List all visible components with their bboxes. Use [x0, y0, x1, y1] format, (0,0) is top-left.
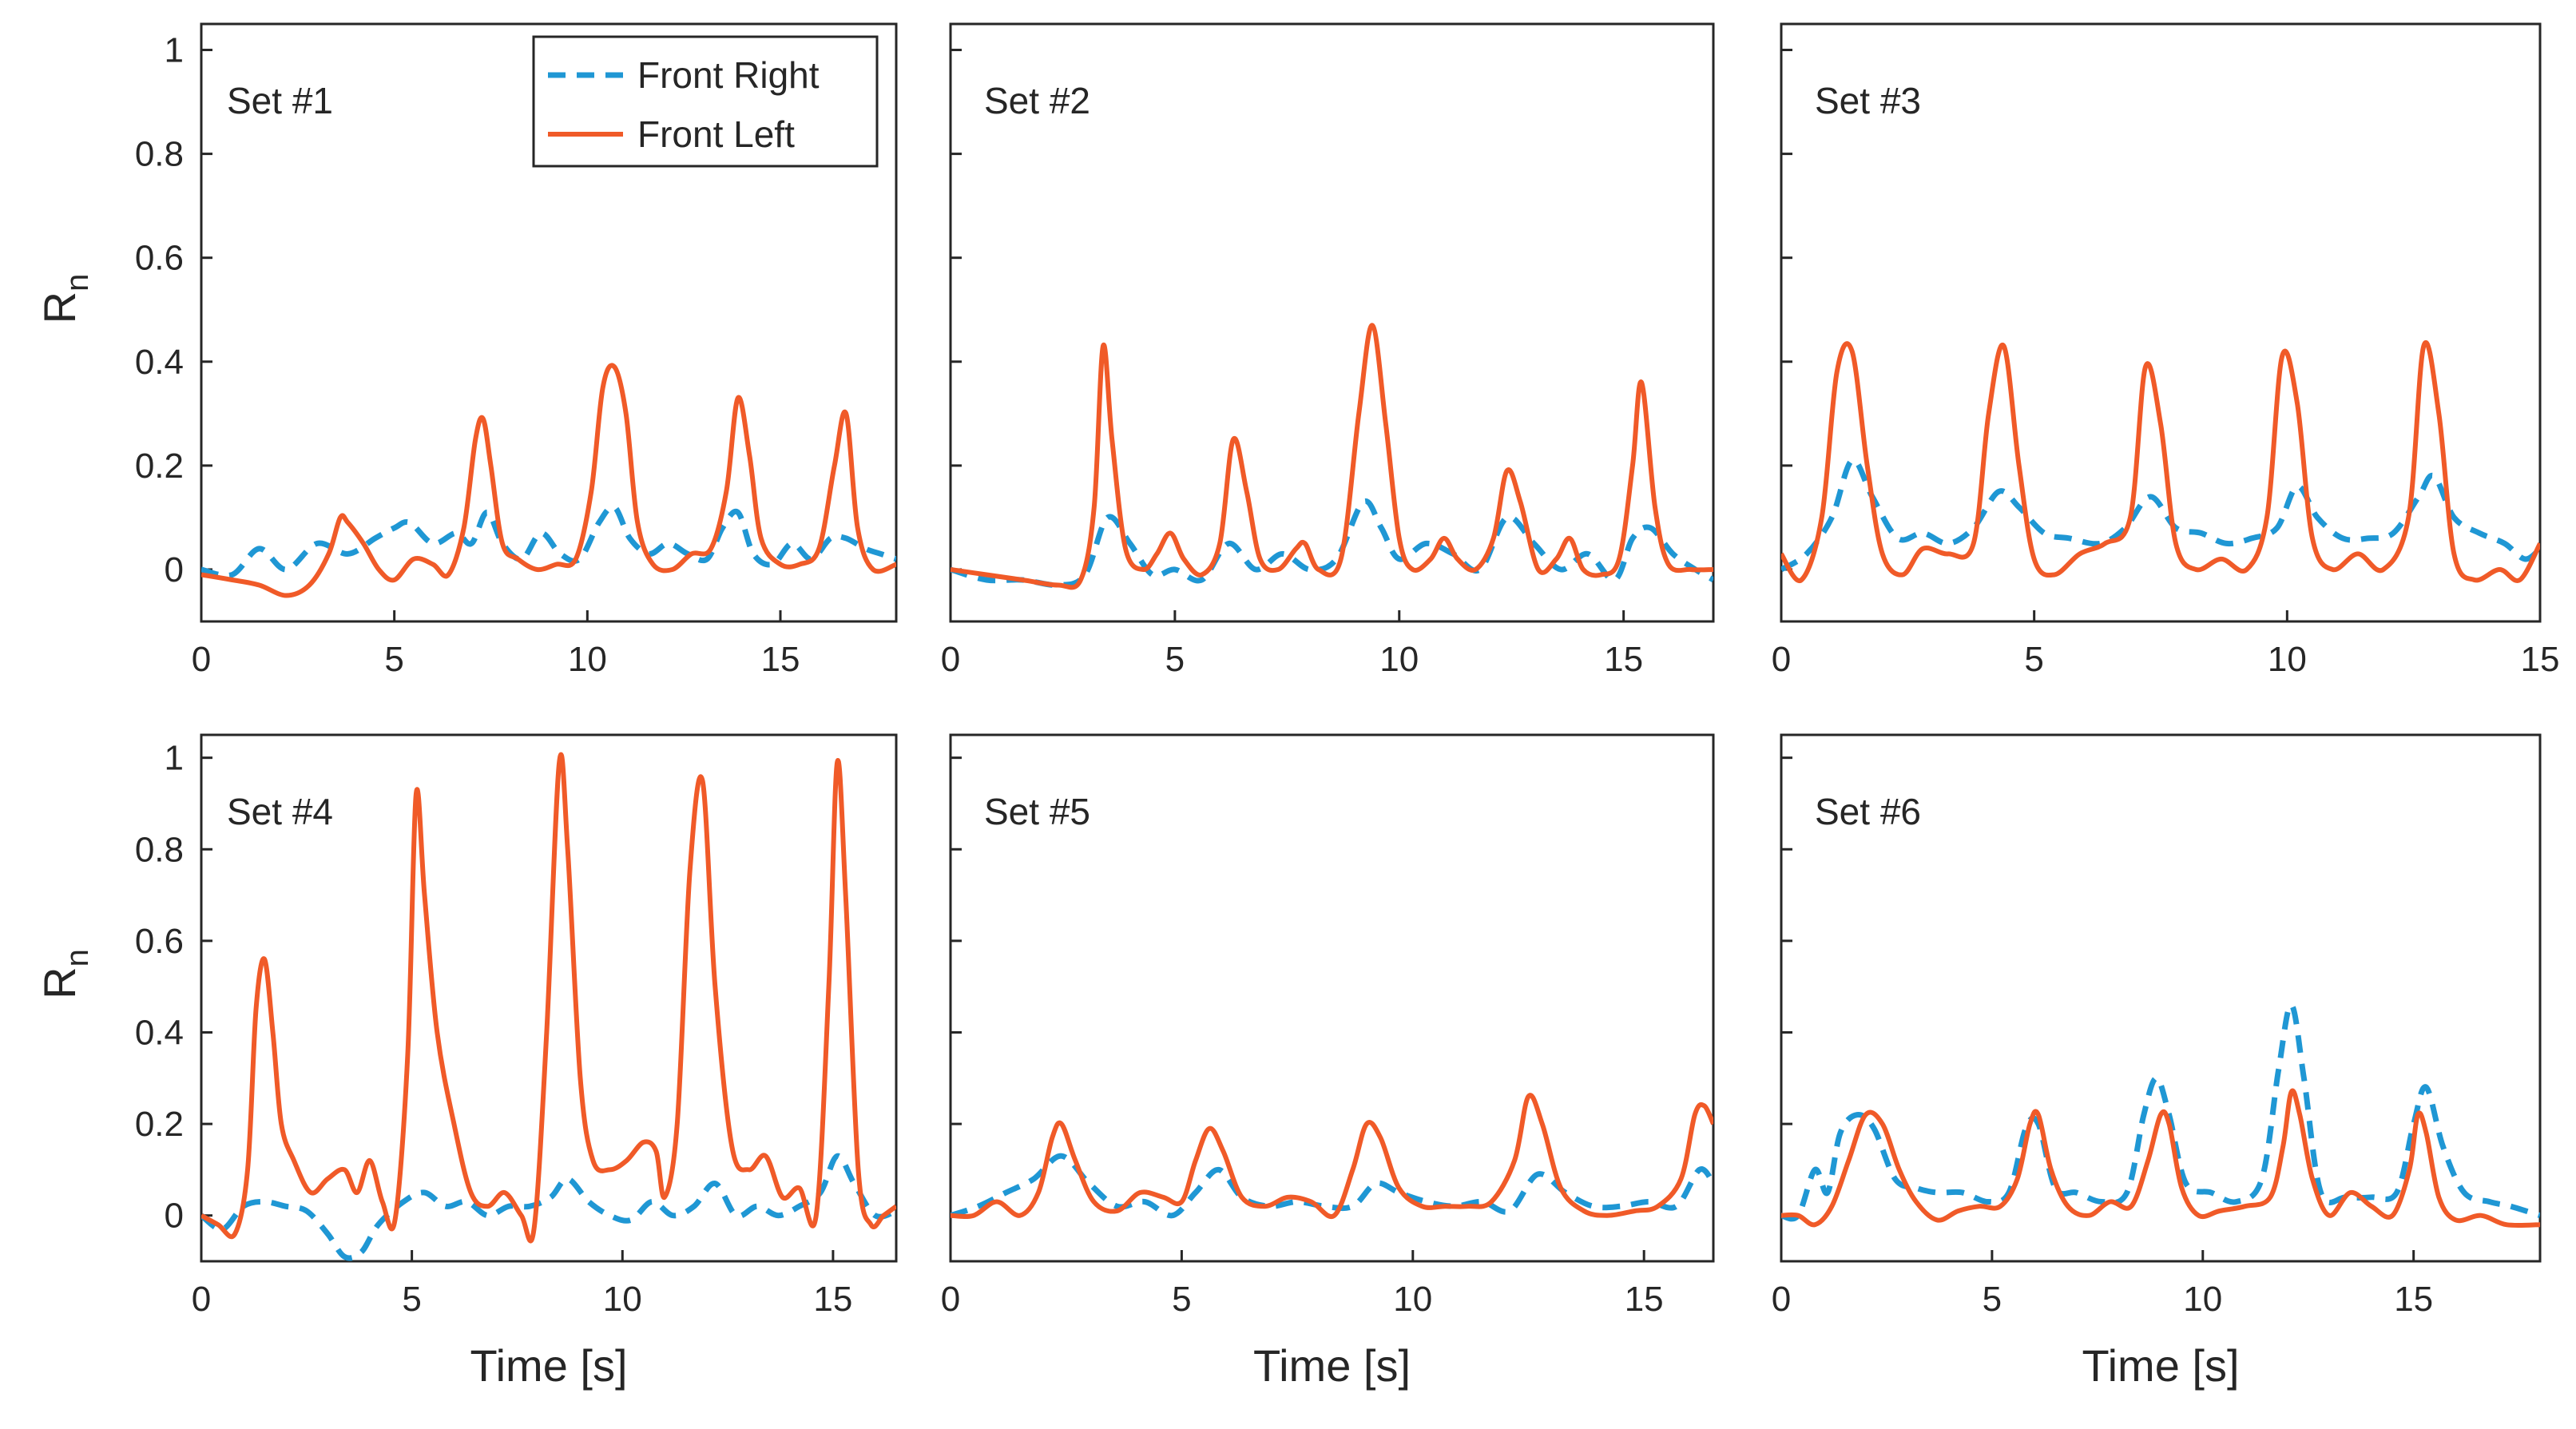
y-tick-label: 0	[165, 1197, 184, 1236]
y-axis-label: Rn	[34, 274, 95, 324]
x-tick-label: 0	[1772, 640, 1791, 679]
x-axis-label: Time [s]	[1253, 1340, 1411, 1391]
panel-6: 0 5 10 15 Set #6 Time [s]	[1772, 733, 2542, 1391]
panel-label: Set #1	[227, 80, 333, 121]
panel-label: Set #4	[227, 791, 333, 832]
x-tick-label: 5	[384, 640, 403, 679]
x-tick-label: 10	[2268, 640, 2307, 679]
x-axis-label: Time [s]	[2082, 1340, 2239, 1391]
series-line-front-right	[201, 1153, 896, 1261]
series-line-front-left	[951, 323, 1713, 590]
x-tick-label: 0	[192, 640, 211, 679]
panel-3: 0 5 10 15 Set #3	[1772, 22, 2560, 679]
series-line-front-left	[201, 363, 896, 598]
panel-label: Set #6	[1815, 791, 1921, 832]
x-tick-label: 5	[2024, 640, 2043, 679]
x-tick-label: 5	[1172, 1280, 1191, 1319]
x-tick-label: 15	[761, 640, 800, 679]
y-tick-label: 0.2	[135, 447, 184, 486]
y-tick-label: 1	[165, 739, 184, 778]
x-axis-label: Time [s]	[470, 1340, 627, 1391]
series-group	[201, 752, 896, 1261]
y-axis-label: Rn	[34, 949, 95, 999]
x-tick-label: 5	[402, 1280, 421, 1319]
x-tick-label: 0	[192, 1280, 211, 1319]
legend-box	[532, 35, 879, 168]
y-tick-label: 1	[165, 31, 184, 70]
x-tick-label: 0	[941, 640, 960, 679]
x-tick-label: 15	[1625, 1280, 1664, 1319]
panel-label: Set #3	[1815, 80, 1921, 121]
x-tick-label: 10	[603, 1280, 642, 1319]
panel-label: Set #2	[984, 80, 1090, 121]
x-tick-label: 5	[1165, 640, 1185, 679]
y-tick-label: 0.2	[135, 1105, 184, 1144]
x-tick-label: 15	[2521, 640, 2560, 679]
panel-5: 0 5 10 15 Set #5 Time [s]	[941, 733, 1715, 1391]
series-group	[1781, 340, 2540, 584]
y-tick-label: 0.4	[135, 1013, 184, 1052]
x-tick-label: 10	[1393, 1280, 1432, 1319]
y-tick-label: 0	[165, 550, 184, 589]
x-tick-label: 10	[2183, 1280, 2222, 1319]
x-tick-label: 15	[1604, 640, 1643, 679]
series-line-front-left	[1781, 340, 2540, 584]
panel-frame	[1780, 22, 2542, 623]
series-line-front-right	[1781, 457, 2540, 573]
y-tick-label: 0.8	[135, 135, 184, 174]
x-tick-label: 10	[1379, 640, 1419, 679]
x-tick-label: 15	[813, 1280, 852, 1319]
series-line-front-left	[1781, 1088, 2540, 1229]
legend: Front Right Front Left	[532, 35, 879, 168]
panel-frame	[1780, 733, 2542, 1263]
series-group	[951, 323, 1713, 590]
panel-frame	[949, 22, 1715, 623]
panel-label: Set #5	[984, 791, 1090, 832]
series-group	[201, 363, 896, 598]
x-tick-label: 0	[941, 1280, 960, 1319]
x-tick-label: 15	[2394, 1280, 2433, 1319]
series-group	[1781, 1002, 2540, 1229]
panel-2: 0 5 10 15 Set #2	[941, 22, 1715, 679]
y-tick-label: 0.6	[135, 922, 184, 961]
series-line-front-right	[951, 498, 1713, 589]
legend-label-front-left: Front Left	[637, 113, 795, 155]
x-tick-label: 0	[1772, 1280, 1791, 1319]
series-line-front-left	[951, 1093, 1713, 1219]
legend-label-front-right: Front Right	[637, 54, 820, 96]
series-line-front-right	[201, 503, 896, 578]
series-line-front-left	[201, 752, 896, 1244]
y-tick-label: 0.4	[135, 343, 184, 382]
panel-4: 0 5 10 15 0 0.2 0.4 0.6 0.8 1 Set #4 Rn Time [s]	[34, 733, 898, 1391]
y-tick-label: 0.6	[135, 239, 184, 278]
y-tick-label: 0.8	[135, 830, 184, 869]
x-tick-label: 5	[1983, 1280, 2002, 1319]
x-tick-label: 10	[568, 640, 607, 679]
series-group	[951, 1093, 1713, 1219]
